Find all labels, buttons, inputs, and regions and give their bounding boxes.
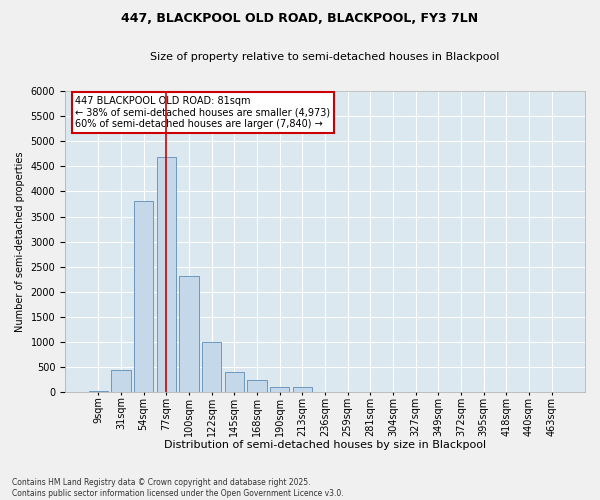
Bar: [270, 387, 289, 392]
Text: Contains HM Land Registry data © Crown copyright and database right 2025.
Contai: Contains HM Land Registry data © Crown c…: [12, 478, 344, 498]
Bar: [179, 276, 199, 392]
Bar: [134, 200, 153, 392]
X-axis label: Distribution of semi-detached houses by size in Blackpool: Distribution of semi-detached houses by …: [164, 440, 486, 450]
Bar: [224, 372, 244, 392]
Bar: [89, 391, 108, 392]
Bar: [247, 380, 266, 392]
Bar: [202, 342, 221, 392]
Bar: [293, 388, 312, 392]
Text: 447 BLACKPOOL OLD ROAD: 81sqm
← 38% of semi-detached houses are smaller (4,973)
: 447 BLACKPOOL OLD ROAD: 81sqm ← 38% of s…: [76, 96, 331, 129]
Title: Size of property relative to semi-detached houses in Blackpool: Size of property relative to semi-detach…: [151, 52, 500, 62]
Bar: [157, 158, 176, 392]
Bar: [112, 370, 131, 392]
Text: 447, BLACKPOOL OLD ROAD, BLACKPOOL, FY3 7LN: 447, BLACKPOOL OLD ROAD, BLACKPOOL, FY3 …: [121, 12, 479, 26]
Y-axis label: Number of semi-detached properties: Number of semi-detached properties: [15, 152, 25, 332]
